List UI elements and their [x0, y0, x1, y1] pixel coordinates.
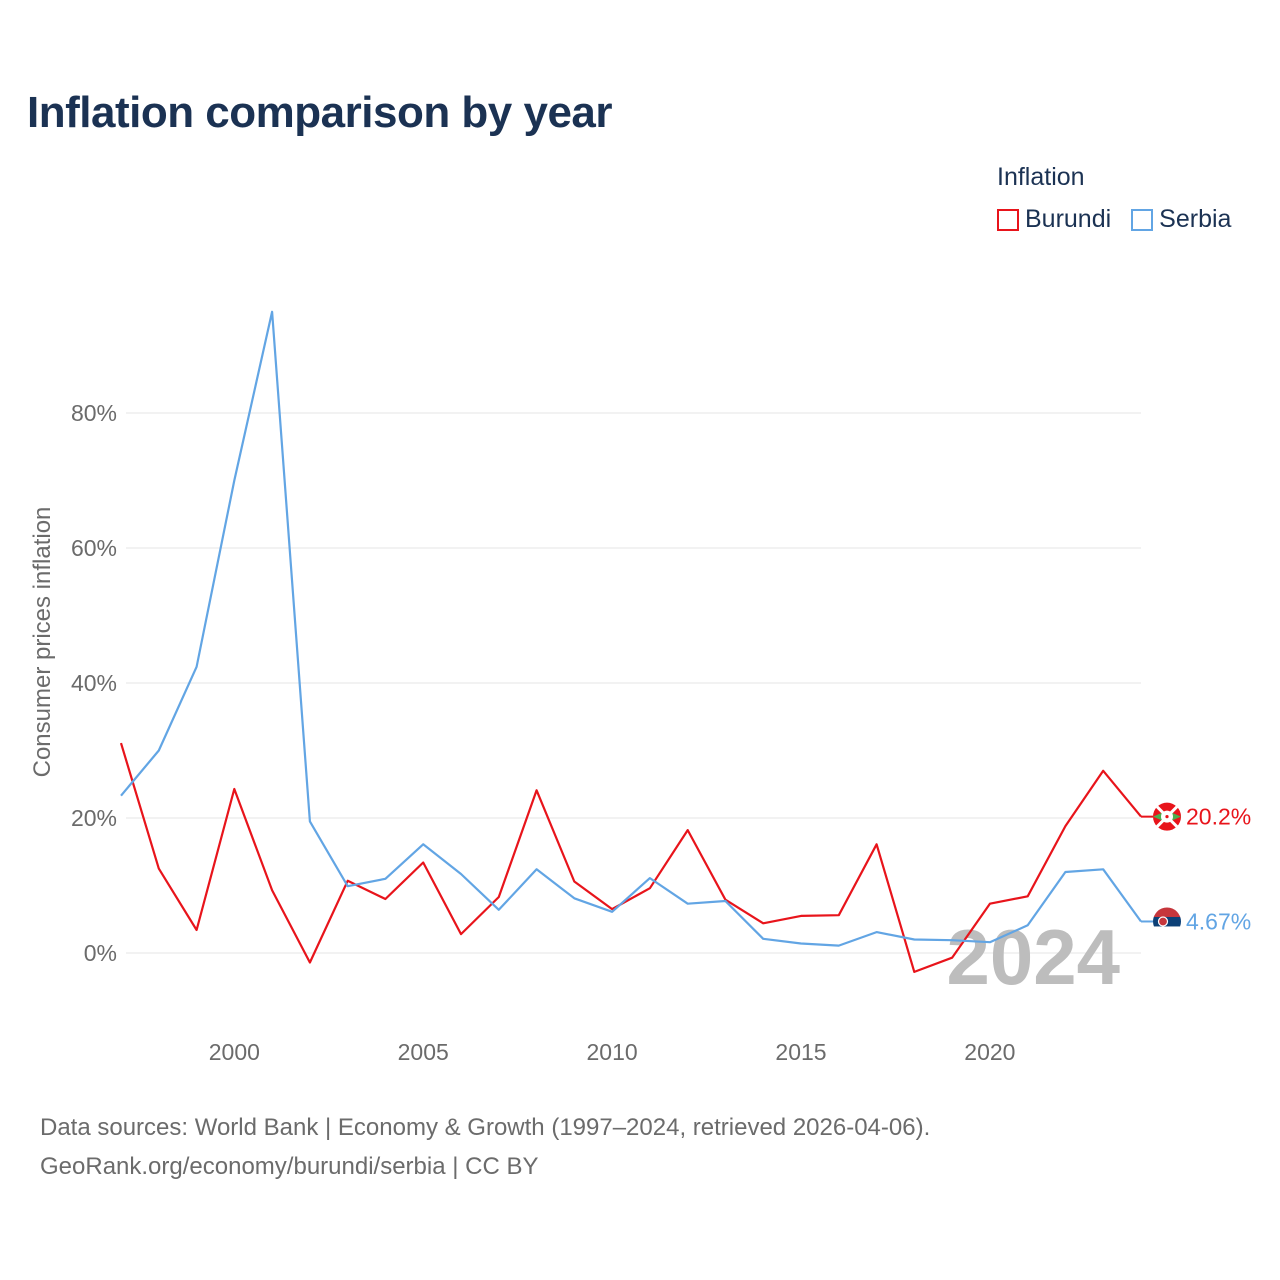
y-axis-title: Consumer prices inflation [29, 507, 56, 778]
legend-title: Inflation [997, 163, 1085, 191]
legend-item-serbia[interactable]: Serbia [1131, 205, 1231, 234]
end-label-serbia: 4.67% [1186, 908, 1251, 934]
end-label-burundi: 20.2% [1186, 804, 1251, 830]
legend-label-serbia: Serbia [1159, 205, 1232, 233]
legend-swatch-burundi [997, 208, 1019, 231]
legend: Burundi Serbia [997, 205, 1231, 234]
legend-label-burundi: Burundi [1025, 205, 1112, 233]
y-tick-label: 60% [71, 535, 117, 561]
year-watermark: 2024 [946, 913, 1120, 1001]
y-tick-label: 20% [71, 805, 117, 831]
series-line-burundi[interactable] [119, 742, 1142, 974]
burundi-flag-icon [1153, 802, 1181, 831]
x-tick-label: 2005 [398, 1039, 449, 1065]
x-axis-ticks: 2000 2005 2010 2015 2020 [209, 1039, 1016, 1065]
legend-swatch-serbia [1131, 208, 1154, 231]
y-axis-ticks: 0% 20% 40% 60% 80% [71, 400, 117, 966]
y-tick-label: 40% [71, 670, 117, 696]
source-line-1: Data sources: World Bank | Economy & Gro… [40, 1114, 931, 1141]
source-line-2[interactable]: GeoRank.org/economy/burundi/serbia | CC … [40, 1153, 539, 1180]
series-line-serbia[interactable] [120, 310, 1142, 947]
x-tick-label: 2000 [209, 1039, 260, 1065]
serbia-flag-icon [1153, 907, 1181, 936]
x-tick-label: 2010 [587, 1039, 638, 1065]
y-tick-label: 0% [84, 940, 117, 966]
line-chart: 0% 20% 40% 60% 80% 2000 2005 2010 2015 2020 Cons… [29, 310, 1251, 1065]
series-lines [119, 310, 1142, 974]
x-tick-label: 2015 [775, 1039, 826, 1065]
source-note: Data sources: World Bank | Economy & Gro… [40, 1108, 930, 1186]
end-markers: 20.2% 4.67% [1141, 802, 1251, 936]
x-tick-label: 2020 [964, 1039, 1015, 1065]
y-tick-label: 80% [71, 400, 117, 426]
gridlines [126, 412, 1141, 954]
chart-title: Inflation comparison by year [27, 88, 613, 137]
legend-item-burundi[interactable]: Burundi [997, 205, 1111, 234]
